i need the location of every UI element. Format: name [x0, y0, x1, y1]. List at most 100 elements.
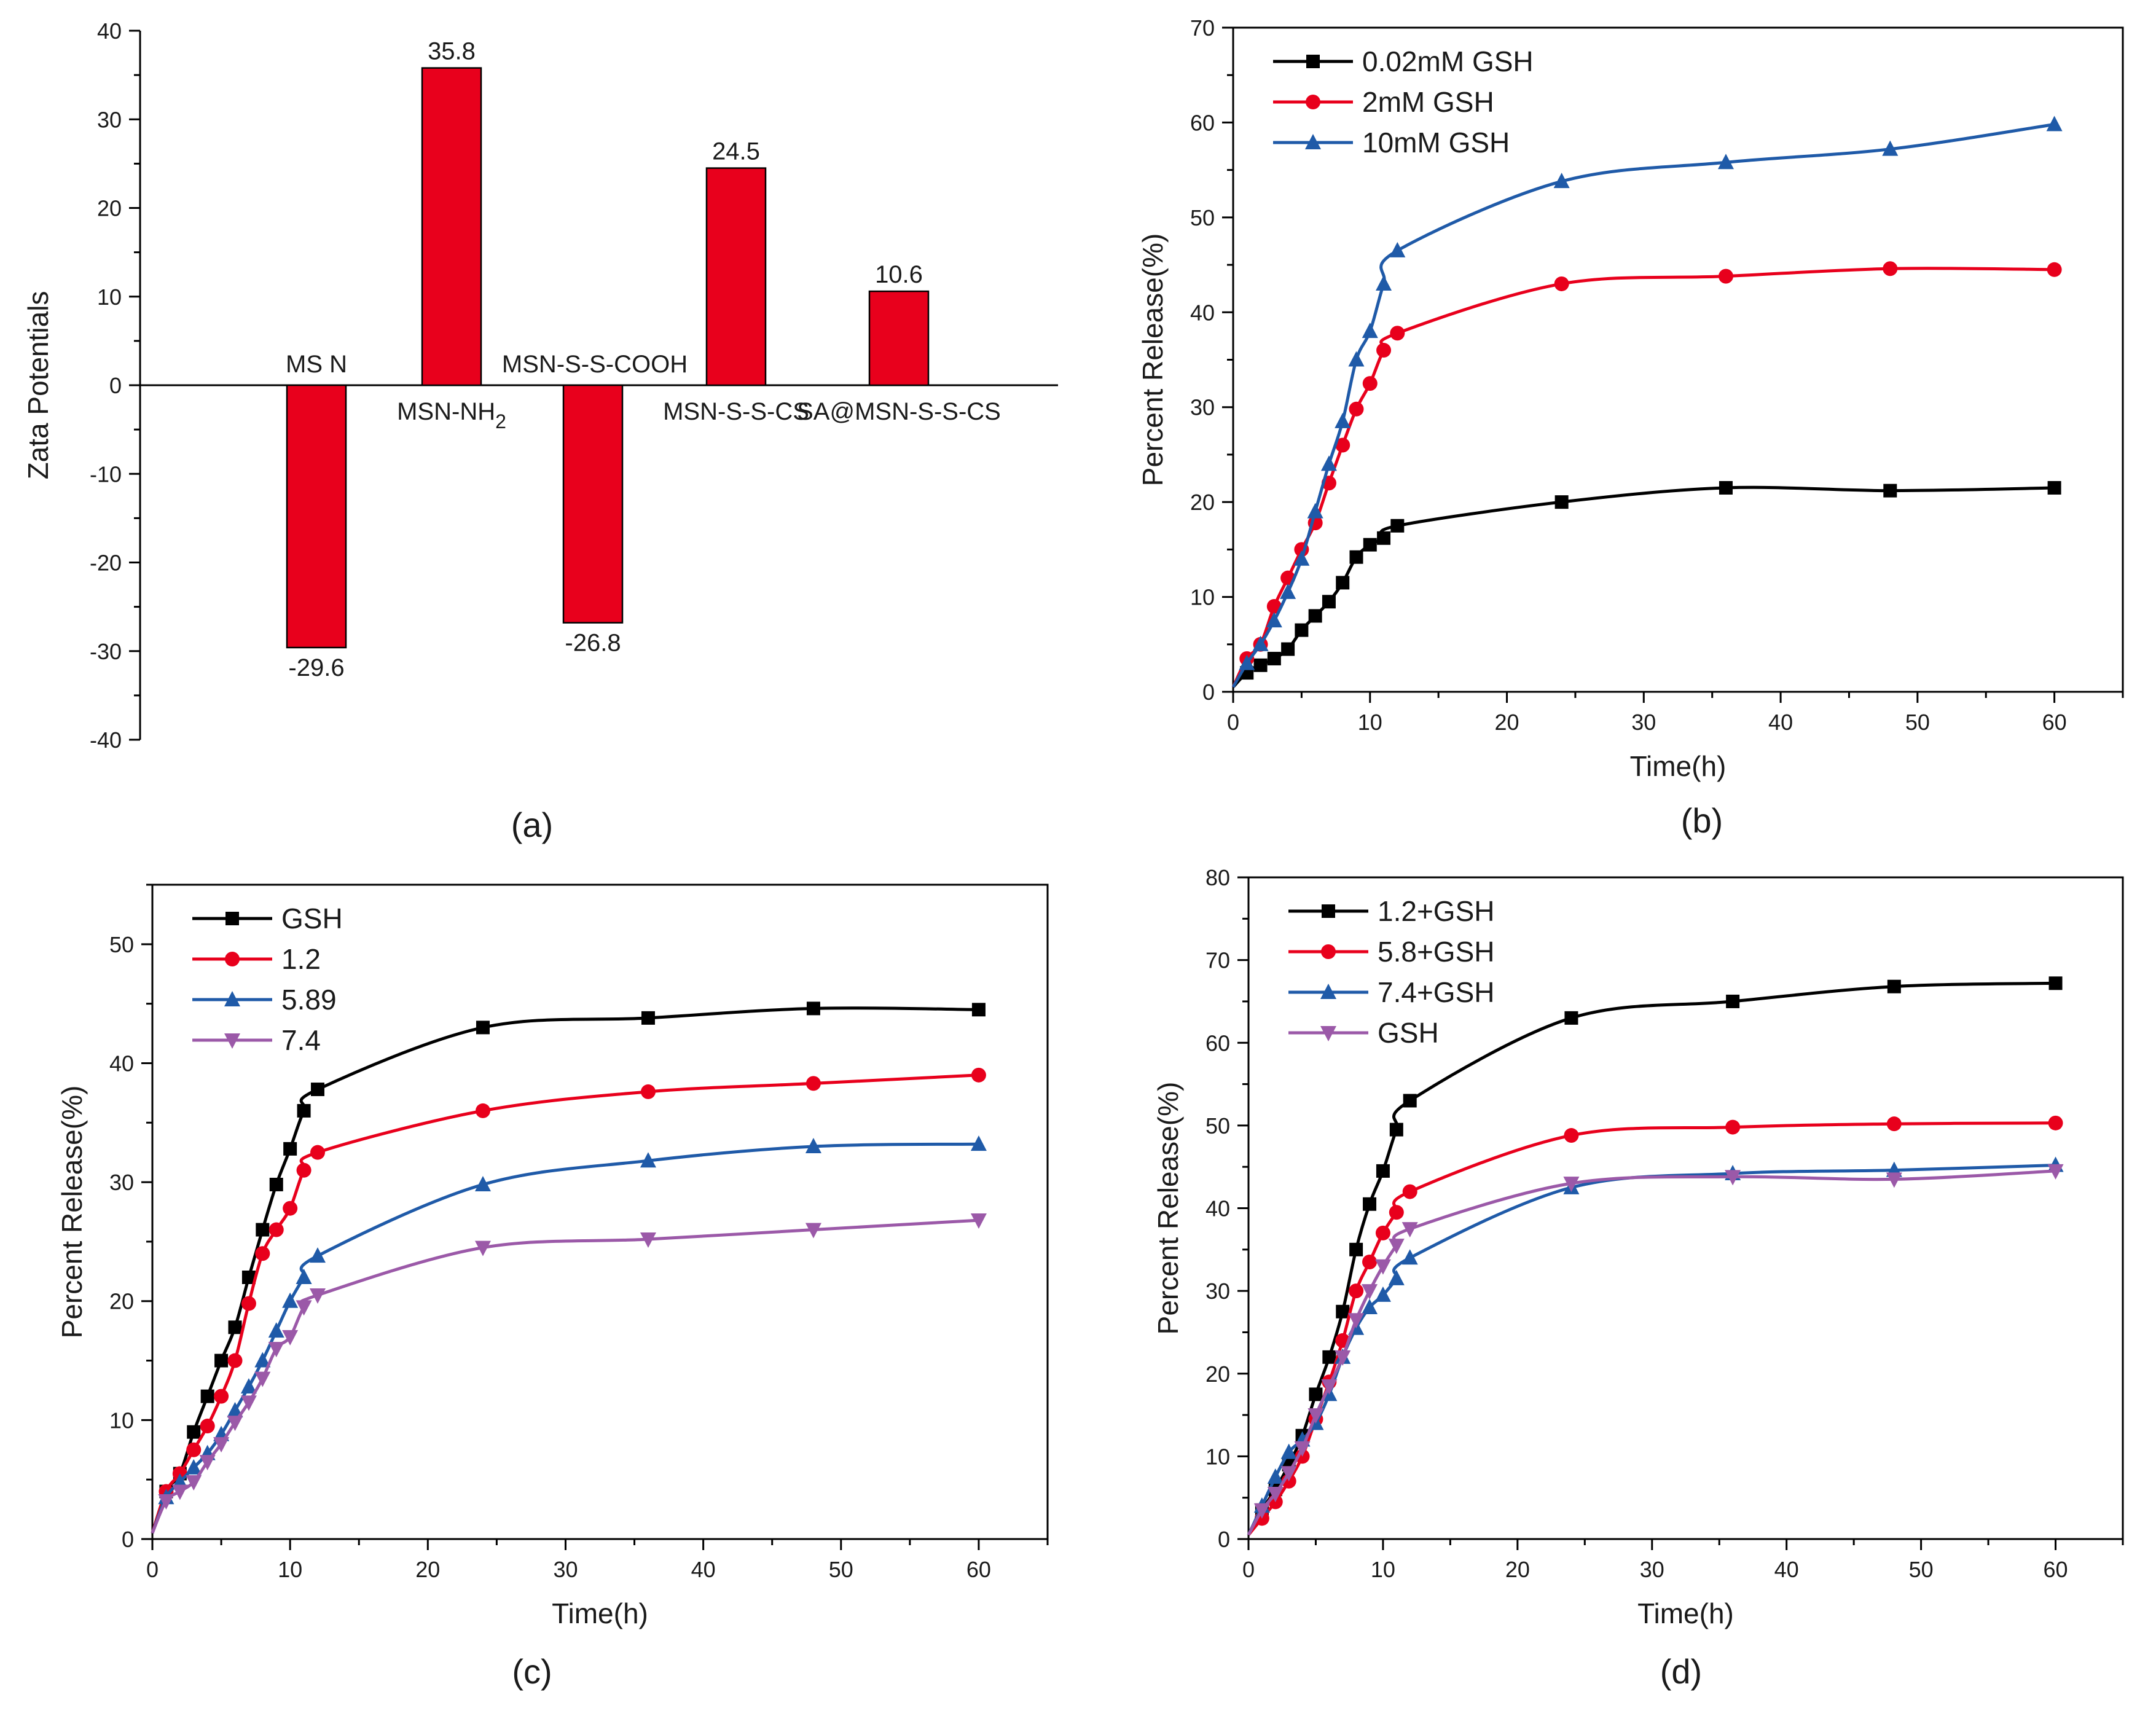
- data-point: [1363, 538, 1377, 552]
- y-tick-label: 50: [1190, 205, 1215, 230]
- data-point: [283, 1201, 298, 1216]
- x-tick-label: 30: [1631, 710, 1656, 735]
- data-point: [1886, 1172, 1902, 1188]
- series-5.89: [151, 1135, 987, 1534]
- data-point: [1563, 1177, 1580, 1193]
- x-tick-label: 50: [1909, 1557, 1934, 1582]
- data-point: [296, 1162, 312, 1178]
- bar: [286, 384, 347, 649]
- data-point: [1266, 612, 1282, 628]
- x-tick-label: 0: [1227, 710, 1239, 735]
- bar: [868, 290, 930, 386]
- data-point: [241, 1296, 256, 1311]
- data-point: [641, 1011, 655, 1025]
- data-point: [1348, 351, 1365, 367]
- data-point: [1726, 994, 1740, 1008]
- series-line: [151, 1006, 979, 1534]
- data-point: [1267, 1486, 1284, 1502]
- legend-marker: [1321, 944, 1336, 959]
- data-point: [1322, 595, 1336, 609]
- data-point: [805, 1138, 821, 1153]
- data-point: [256, 1223, 270, 1237]
- legend-label: 5.89: [281, 984, 337, 1016]
- data-point: [1321, 1379, 1338, 1395]
- legend-label: GSH: [281, 903, 343, 934]
- data-point: [1388, 1269, 1405, 1285]
- data-point: [187, 1425, 201, 1439]
- data-point: [970, 1213, 987, 1229]
- data-point: [297, 1103, 311, 1118]
- y-tick-label: 0: [1202, 680, 1215, 705]
- data-point: [1887, 979, 1901, 993]
- legend-entry: 5.89: [192, 984, 337, 1016]
- data-point: [1886, 1116, 1902, 1132]
- data-point: [309, 1288, 326, 1304]
- data-point: [1280, 1466, 1297, 1482]
- data-point: [228, 1320, 242, 1334]
- data-point: [1335, 1350, 1351, 1366]
- y-tick-label: 10: [1205, 1444, 1230, 1469]
- x-axis-title: Time(h): [1637, 1597, 1734, 1629]
- category-text: SA@MSN-S-S-CS: [797, 398, 1001, 425]
- series-line: [151, 1142, 979, 1534]
- data-point: [1374, 1286, 1391, 1302]
- legend-marker: [224, 991, 240, 1006]
- data-point: [241, 1271, 256, 1284]
- y-tick-label: -30: [90, 639, 122, 664]
- y-tick-label: 50: [109, 932, 134, 957]
- data-point: [227, 1401, 243, 1417]
- panel-c: 0 10 20 30 40 50 60 0 10 20 30 40 50 Time(h) Percent R…: [56, 883, 1049, 1691]
- x-axis-title: Time(h): [552, 1597, 648, 1629]
- x-tick-label: 0: [1242, 1557, 1255, 1582]
- y-tick-label: 0: [109, 373, 122, 398]
- series-GSH: [151, 1001, 986, 1534]
- legend-entry: 10mM GSH: [1273, 127, 1510, 159]
- legend-label: 1.2: [281, 943, 321, 975]
- y-tick-label: -40: [90, 727, 122, 753]
- legend-marker: [1320, 1026, 1336, 1041]
- data-point: [199, 1455, 216, 1471]
- data-point: [475, 1103, 490, 1118]
- data-point: [1253, 658, 1268, 672]
- x-tick-label: 0: [146, 1557, 159, 1582]
- data-point: [640, 1084, 656, 1099]
- data-point: [1718, 268, 1733, 284]
- data-point: [296, 1269, 312, 1284]
- series-line: [1231, 267, 2055, 688]
- x-tick-label: 50: [829, 1557, 853, 1582]
- data-point: [640, 1232, 656, 1248]
- data-point: [1349, 550, 1363, 564]
- data-point: [1376, 343, 1392, 358]
- data-point: [282, 1330, 299, 1346]
- y-tick-label: 30: [97, 107, 122, 132]
- y-tick-label: 10: [97, 284, 122, 310]
- y-tick-label: 70: [1190, 15, 1215, 41]
- category-label: MSN-S-S-COOH: [502, 351, 688, 378]
- legend-entry: 2mM GSH: [1273, 86, 1494, 118]
- data-point: [1377, 531, 1391, 545]
- data-point: [1401, 1249, 1418, 1265]
- y-tick-label: 20: [1205, 1361, 1230, 1387]
- data-point: [1376, 1164, 1390, 1178]
- data-point: [186, 1459, 202, 1475]
- data-point: [474, 1240, 491, 1256]
- y-axis-title: Zata Potentials: [22, 291, 54, 480]
- y-tick-label: -20: [90, 550, 122, 576]
- panel-label: (a): [511, 805, 553, 844]
- data-point: [1253, 1503, 1270, 1519]
- data-point: [255, 1246, 270, 1261]
- x-tick-label: 40: [1774, 1557, 1799, 1582]
- legend-label: 2mM GSH: [1362, 86, 1494, 118]
- data-point: [213, 1437, 230, 1453]
- legend-entry: 1.2: [192, 943, 321, 975]
- y-tick-label: 30: [1190, 395, 1215, 420]
- data-point: [806, 1076, 821, 1091]
- data-point: [1280, 583, 1296, 599]
- data-point: [474, 1175, 491, 1191]
- legend-entry: 1.2+GSH: [1288, 895, 1495, 927]
- panel-a: -40 -30 -20 -10 0 10 20 30 40 Zata Potentials -29.…: [22, 18, 1058, 844]
- data-point: [1308, 609, 1322, 623]
- y-tick-label: 40: [97, 18, 122, 44]
- data-point: [1320, 455, 1337, 471]
- x-tick-label: 30: [553, 1557, 578, 1582]
